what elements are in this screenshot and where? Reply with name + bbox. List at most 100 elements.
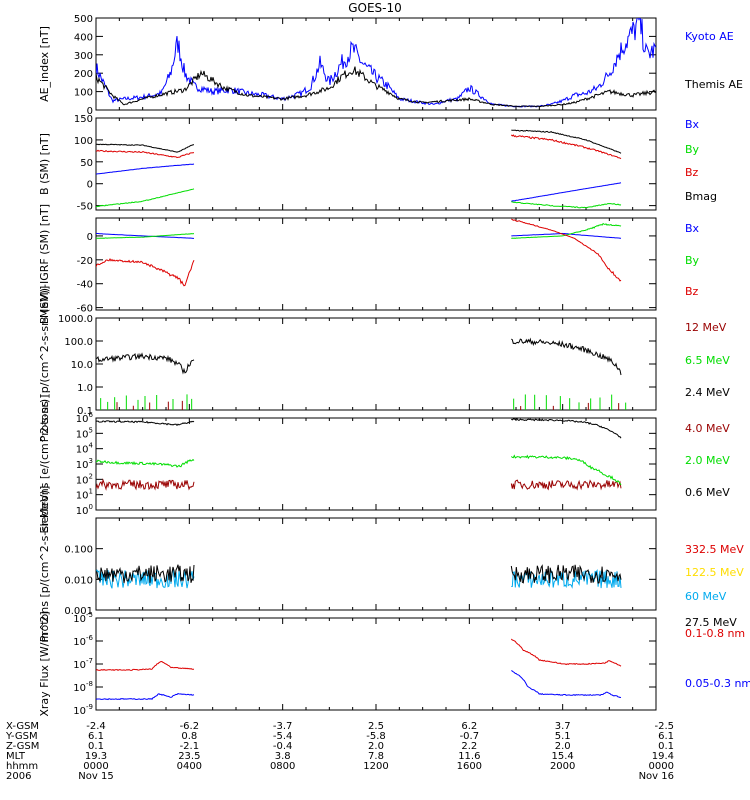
series-line — [96, 568, 195, 589]
y-tick-label: 0.100 — [64, 545, 93, 556]
series-line — [96, 478, 195, 491]
panel-3: -60 -40 -20 0 B (SM)-IGRF (SM) [nT] Bx By Bz — [38, 204, 700, 324]
legend-entry: 6.5 MeV — [685, 354, 730, 367]
ephem-value: 6.1 — [88, 731, 104, 742]
ephem-value: 2.5 — [368, 721, 384, 732]
legend-entry: 2.4 MeV — [685, 386, 730, 399]
ephem-value: -0.7 — [460, 731, 480, 742]
y-tick-label: 10-9 — [73, 703, 93, 717]
panel-data — [96, 18, 656, 108]
series-line — [510, 479, 622, 491]
series-line — [96, 149, 195, 159]
y-tick-label: 105 — [76, 426, 93, 440]
panel-frame — [95, 117, 657, 211]
y-tick-label: 0.001 — [64, 606, 93, 617]
panel-data — [96, 418, 622, 491]
y-tick-label: -20 — [77, 256, 93, 267]
panel-frame — [95, 217, 657, 311]
series-line — [96, 352, 195, 375]
legend-entry: Bx — [685, 222, 700, 235]
ephem-value: -6.2 — [180, 721, 200, 732]
series-line — [96, 143, 194, 153]
panel-data — [96, 129, 622, 209]
ephem-value: 2.2 — [461, 741, 477, 752]
ephem-value: 15.4 — [552, 751, 574, 762]
ephem-value: 1200 — [363, 761, 388, 772]
series-line — [511, 337, 622, 376]
y-tick-label: 10-6 — [73, 634, 93, 648]
y-tick-label: 50 — [80, 158, 93, 169]
series-line — [96, 420, 195, 427]
series-line — [511, 418, 622, 439]
legend-entry: Bmag — [685, 190, 717, 203]
ephem-value: 23.5 — [178, 751, 200, 762]
panel-data — [96, 564, 622, 589]
ephem-value: 0000 — [649, 761, 674, 772]
series-line — [96, 188, 195, 208]
legend-entry: Bx — [685, 118, 700, 131]
y-tick-label: 104 — [76, 442, 94, 456]
y-axis-label: B (SM)-IGRF (SM) [nT] — [38, 204, 51, 324]
y-tick-label: 100 — [74, 88, 93, 99]
y-tick-label: 100 — [76, 503, 93, 517]
ephem-row-label: Z-GSM — [6, 741, 39, 752]
series-line — [96, 233, 195, 239]
ephem-value: 6.2 — [461, 721, 477, 732]
ephemeris-table: X-GSM -2.4 -6.2 -3.7 2.5 6.2 3.7 -2.5Y-GSM 6.1 0.… — [5, 721, 674, 782]
y-tick-label: 10.0 — [71, 360, 93, 371]
ephem-value: 0.1 — [88, 741, 104, 752]
series-line — [510, 134, 622, 160]
y-tick-label: 0.1 — [77, 406, 93, 417]
panel-7: 10-9 10-8 10-7 10-6 10-5 Xray Flux [W/m^2] 0.1… — [38, 611, 750, 717]
ephem-value: 0800 — [270, 761, 295, 772]
y-tick-label: 10-7 — [73, 657, 93, 671]
series-line — [96, 660, 195, 672]
y-tick-label: 102 — [76, 472, 93, 486]
panel-4: 0.1 1.0 10.0 100.0 1000.0 Protons [p/(cm^2-s-… — [38, 286, 730, 443]
legend-entry: 27.5 MeV — [685, 616, 737, 629]
ephem-value: 5.1 — [555, 731, 571, 742]
ephem-value: 2000 — [550, 761, 575, 772]
ephem-row-label: hhmm — [6, 761, 38, 772]
y-tick-label: 150 — [74, 114, 93, 125]
ephem-value: 0000 — [83, 761, 108, 772]
legend-entry: Bz — [685, 166, 699, 179]
y-axis-label: Protons [p/(cm^2-s-sr-MeV)] — [38, 286, 51, 443]
panel-6: 0.001 0.010 0.100 Protons [p/(cm^2-s-sr-MeV… — [38, 486, 744, 643]
series-line — [96, 18, 656, 108]
ephem-value: Nov 15 — [78, 771, 113, 782]
ephem-value: 3.8 — [275, 751, 291, 762]
y-tick-label: 300 — [74, 51, 93, 62]
ephem-value: 3.7 — [555, 721, 571, 732]
y-axis-label: Xray Flux [W/m^2] — [38, 611, 51, 716]
y-tick-label: 1000.0 — [58, 314, 93, 325]
legend-entry: 0.6 MeV — [685, 486, 730, 499]
legend-entry: 332.5 MeV — [685, 543, 744, 556]
y-tick-label: 0 — [87, 232, 93, 243]
figure-title: GOES-10 — [348, 1, 402, 15]
y-tick-label: -50 — [77, 202, 93, 213]
legend-entry: 4.0 MeV — [685, 422, 730, 435]
series-line — [510, 454, 622, 486]
series-line — [511, 201, 622, 209]
ephem-value: -2.4 — [86, 721, 106, 732]
y-tick-label: 400 — [74, 32, 93, 43]
y-axis-label: B (SM) [nT] — [38, 133, 51, 195]
ephem-row-label: 2006 — [6, 771, 31, 782]
series-line — [511, 222, 622, 239]
ephem-value: -3.7 — [273, 721, 293, 732]
y-tick-label: 0 — [87, 106, 93, 117]
legend-entry: 0.1-0.8 nm — [685, 627, 745, 640]
panel-2: -50 0 50 100 150 B (SM) [nT] Bx By Bz Bmag — [38, 114, 717, 213]
series-line — [511, 218, 622, 282]
ephem-value: 1600 — [457, 761, 482, 772]
series-line — [511, 232, 622, 239]
ephem-value: 2.0 — [555, 741, 571, 752]
legend-entry: Themis AE — [684, 78, 743, 91]
series-line — [96, 458, 195, 468]
panel-data — [96, 218, 622, 287]
y-tick-label: -60 — [77, 304, 93, 315]
y-tick-label: 103 — [76, 457, 93, 471]
series-line — [96, 564, 195, 584]
